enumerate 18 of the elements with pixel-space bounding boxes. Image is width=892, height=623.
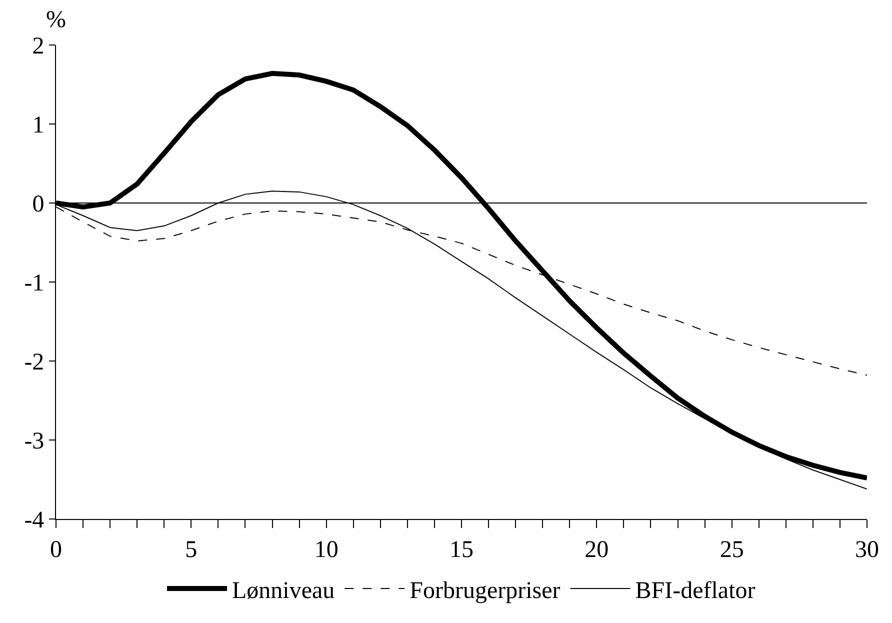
y-tick-label: 2 bbox=[32, 33, 44, 60]
x-tick-label: 20 bbox=[584, 536, 609, 563]
y-tick-label: -2 bbox=[24, 349, 44, 376]
y-axis-title: % bbox=[46, 7, 66, 33]
x-tick-label: 25 bbox=[720, 536, 744, 563]
y-tick-label: -3 bbox=[24, 428, 44, 454]
x-tick-label: 15 bbox=[450, 536, 474, 563]
y-tick-label: 1 bbox=[32, 112, 44, 138]
x-tick-label: 10 bbox=[314, 536, 338, 563]
y-tick-label: -1 bbox=[24, 270, 44, 296]
legend-label: Lønniveau bbox=[232, 578, 335, 604]
x-tick-label: 30 bbox=[855, 536, 879, 563]
x-tick-label: 5 bbox=[185, 536, 198, 563]
legend-label: Forbrugerpriser bbox=[410, 578, 560, 604]
y-tick-label: -4 bbox=[24, 507, 44, 534]
legend-label: BFI-deflator bbox=[635, 578, 756, 604]
x-tick-label: 0 bbox=[50, 536, 62, 563]
y-tick-label: 0 bbox=[32, 191, 44, 218]
